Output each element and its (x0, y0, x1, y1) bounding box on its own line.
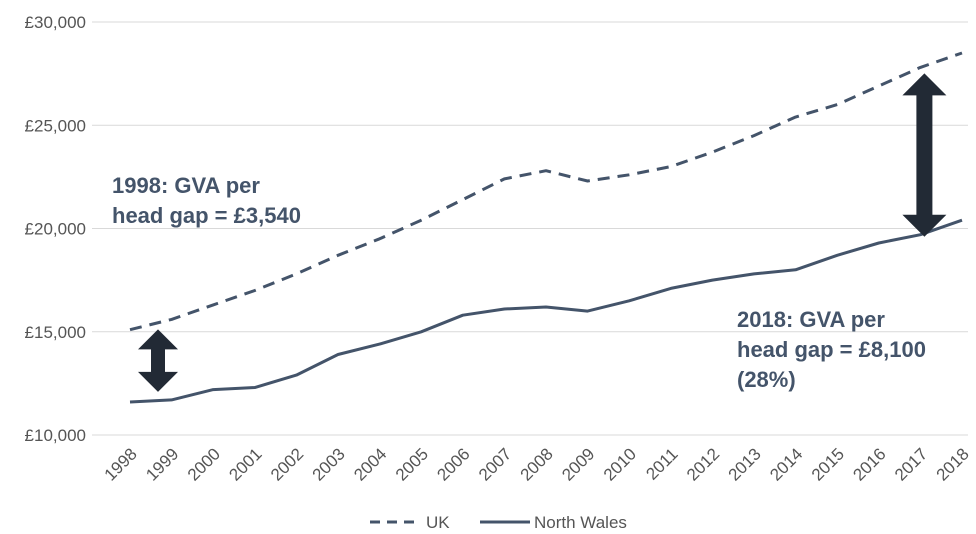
x-tick-label: 2003 (309, 444, 349, 484)
x-tick-label: 2007 (475, 444, 515, 484)
y-tick-label: £20,000 (25, 220, 86, 239)
y-axis-ticks: £10,000 £15,000 £20,000 £25,000 £30,000 (25, 13, 86, 445)
legend-uk-label: UK (426, 513, 450, 532)
x-tick-label: 1999 (142, 444, 182, 484)
x-tick-label: 2001 (225, 444, 265, 484)
y-tick-label: £25,000 (25, 116, 86, 135)
x-tick-label: 2002 (267, 444, 307, 484)
y-tick-label: £15,000 (25, 323, 86, 342)
x-tick-label: 2004 (350, 444, 390, 484)
x-tick-label: 2017 (891, 444, 931, 484)
x-axis-ticks: 1998 1999 2000 2001 2002 2003 2004 2005 2006 2007… (101, 444, 973, 484)
annotation-1998-line-1: 1998: GVA per (112, 173, 260, 198)
annotation-2018-line-2: head gap = £8,100 (737, 337, 926, 362)
x-tick-label: 2000 (184, 444, 224, 484)
x-tick-label: 2006 (433, 444, 473, 484)
x-tick-label: 2005 (392, 444, 432, 484)
annotation-2018-line-1: 2018: GVA per (737, 307, 885, 332)
gap-arrow-1998 (138, 329, 178, 392)
series-line-north-wales (129, 218, 963, 404)
series-lines (129, 51, 963, 404)
gap-arrows (138, 73, 947, 392)
x-tick-label: 2018 (933, 444, 973, 484)
x-tick-label: 2013 (725, 444, 765, 484)
x-tick-label: 2010 (600, 444, 640, 484)
x-tick-label: 1998 (101, 444, 141, 484)
gap-arrow-2018 (902, 73, 947, 237)
y-tick-label: £10,000 (25, 426, 86, 445)
x-tick-label: 2014 (766, 444, 806, 484)
x-tick-label: 2009 (558, 444, 598, 484)
annotation-2018-line-3: (28%) (737, 367, 796, 392)
annotation-1998-line-2: head gap = £3,540 (112, 203, 301, 228)
x-tick-label: 2011 (642, 444, 681, 483)
legend: UK North Wales (370, 513, 627, 532)
y-tick-label: £30,000 (25, 13, 86, 32)
x-tick-label: 2015 (808, 444, 848, 484)
gridlines (92, 21, 968, 436)
x-tick-label: 2016 (849, 444, 889, 484)
legend-north-wales-label: North Wales (534, 513, 627, 532)
series-line-uk (129, 51, 963, 332)
x-tick-label: 2008 (517, 444, 557, 484)
x-tick-label: 2012 (683, 444, 723, 484)
